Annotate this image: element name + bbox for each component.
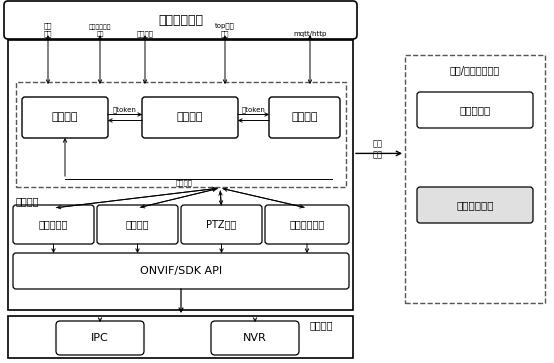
- Text: 历史回放服务: 历史回放服务: [456, 200, 494, 210]
- FancyBboxPatch shape: [56, 321, 144, 355]
- FancyBboxPatch shape: [22, 97, 108, 138]
- Text: NVR: NVR: [243, 333, 267, 343]
- Text: PTZ控制: PTZ控制: [207, 220, 237, 229]
- FancyBboxPatch shape: [13, 253, 349, 289]
- Text: 状态
心跳: 状态 心跳: [44, 23, 52, 37]
- Bar: [8, 40, 353, 310]
- Bar: [8, 316, 353, 358]
- Text: 在末视频设备
列表: 在末视频设备 列表: [89, 25, 111, 37]
- Text: 视频设备管理: 视频设备管理: [289, 220, 325, 229]
- Text: 收token: 收token: [242, 106, 265, 113]
- FancyBboxPatch shape: [142, 97, 238, 138]
- FancyBboxPatch shape: [417, 92, 533, 128]
- Bar: [405, 55, 545, 303]
- Text: 信令通道: 信令通道: [52, 113, 78, 122]
- Text: 获取视频帧: 获取视频帧: [39, 220, 68, 229]
- Text: 流媒
服务: 流媒 服务: [373, 140, 383, 159]
- Text: 命令响度: 命令响度: [136, 30, 153, 37]
- FancyBboxPatch shape: [181, 205, 262, 244]
- Text: 视频设备: 视频设备: [310, 320, 334, 330]
- Text: 消息获取: 消息获取: [291, 113, 318, 122]
- Text: 实时流服务: 实时流服务: [459, 105, 491, 115]
- FancyBboxPatch shape: [211, 321, 299, 355]
- Text: 发token: 发token: [113, 106, 137, 113]
- Text: 命令请求: 命令请求: [176, 180, 192, 186]
- Text: 网关接入: 网关接入: [177, 113, 203, 122]
- Text: 录像列表: 录像列表: [126, 220, 149, 229]
- Text: IPC: IPC: [91, 333, 109, 343]
- FancyBboxPatch shape: [417, 187, 533, 223]
- FancyBboxPatch shape: [13, 205, 94, 244]
- FancyBboxPatch shape: [265, 205, 349, 244]
- FancyBboxPatch shape: [4, 1, 357, 39]
- Text: 视频网关: 视频网关: [16, 196, 39, 206]
- Bar: [16, 82, 346, 187]
- Text: top私有
协议: top私有 协议: [215, 23, 235, 37]
- FancyBboxPatch shape: [269, 97, 340, 138]
- Text: 本地/云端视频后台: 本地/云端视频后台: [450, 65, 500, 75]
- Text: mqtt/http: mqtt/http: [293, 31, 327, 37]
- Text: 视频系统内核: 视频系统内核: [158, 13, 203, 26]
- FancyBboxPatch shape: [97, 205, 178, 244]
- Text: ONVIF/SDK API: ONVIF/SDK API: [140, 266, 222, 276]
